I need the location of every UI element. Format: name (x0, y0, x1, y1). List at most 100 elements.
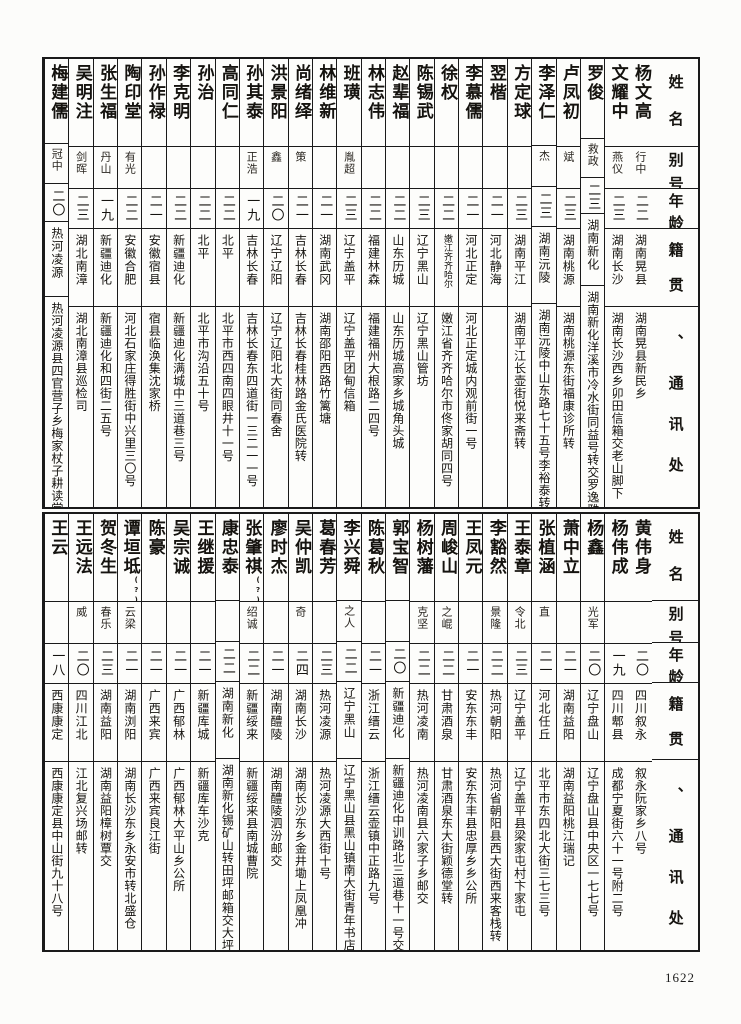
person-column: 杨树藩 克坚 二二 热河凌南 热河凌南县六家子乡邮交 (409, 514, 434, 950)
person-alias (628, 602, 652, 644)
person-name-text: 周峻山 (437, 519, 458, 576)
person-column: 徐权 二二 嫩江齐齐哈尔 嫩江省齐齐哈尔市佟家胡同四号 (433, 59, 459, 507)
person-address-text: 新疆迪化和四街二五号 (98, 312, 113, 437)
person-native-place-text: 新疆绥来 (244, 689, 259, 741)
person-name-text: 翌楷 (485, 64, 506, 102)
person-address-text: 福建福州大根路二四号 (366, 312, 381, 437)
person-address-text: 热河省朝阳县西大街西来客栈转 (488, 767, 503, 942)
person-native-place: 四川江北 (69, 684, 93, 762)
person-age: 二一 (483, 189, 507, 229)
person-address: 福建福州大根路二四号 (362, 307, 385, 507)
person-column: 黄伟身 二〇 四川叙永 叙永阮家乡八号 (628, 514, 652, 950)
person-column: 葛春芳 二三 热河凌源 热河凌源大西街十号 (311, 514, 337, 950)
person-alias: 之崐 (434, 602, 459, 644)
header-cell-alias: 别号 (652, 147, 698, 189)
person-name-text: 王泰章 (510, 519, 531, 576)
person-column: 王凤元 二一 安东东丰 安东东丰县忠厚乡乡公所 (458, 514, 483, 950)
person-name-text: 陶印堂 (120, 64, 141, 121)
person-alias-text: 斌 (561, 151, 575, 163)
person-name: 周峻山 (434, 514, 459, 602)
person-address-text: 浙江缙云壶镇中正路九号 (366, 767, 381, 905)
person-native-place: 湖南武冈 (312, 229, 337, 307)
person-alias (215, 601, 239, 643)
person-address: 新疆迪化和四街二五号 (94, 307, 117, 507)
person-name: 吴宗诚 (166, 514, 191, 602)
person-alias (191, 147, 215, 189)
person-name: 王泰章 (507, 514, 532, 602)
person-age: 二一 (459, 644, 483, 684)
person-native-place: 湖南浏阳 (118, 684, 142, 762)
person-alias-text: 策 (293, 151, 307, 163)
person-column: 吴仲凯奇二四 湖南长沙 湖南长沙东乡金井墈上凤凰冲 (287, 514, 312, 950)
person-alias (507, 147, 532, 189)
person-age-text: 二一 (146, 649, 162, 677)
person-name-text: 王凤元 (461, 519, 482, 576)
person-name: 李豁然 (483, 514, 507, 602)
person-address-text: 甘肃酒泉东大街颖德堂转 (439, 767, 454, 905)
person-name: 高同仁 (215, 59, 239, 147)
person-address: 湖南长沙东乡永安市转北盛仓 (118, 762, 141, 950)
person-alias: 克坚 (410, 602, 434, 644)
person-age: 一八 (45, 644, 69, 684)
person-column: 孙其泰 正浩 一九 吉林长春 吉林长春东四道街一三二一一号 (238, 59, 264, 507)
person-address: 成都宁夏街六十一号附二号 (605, 762, 628, 950)
person-name: 张生福 (93, 59, 118, 147)
person-age-text: 二一 (536, 649, 552, 677)
person-native-place-text: 浙江缙云 (366, 689, 381, 741)
person-name-text: 杨伟成 (607, 519, 628, 576)
person-native-place-text: 安徽合肥 (122, 234, 137, 286)
person-native-place-text: 湖南平江 (512, 234, 527, 286)
person-address-text: 湖南益阳桃江瑞记 (561, 767, 576, 867)
person-native-place-text: 辽宁黑山 (342, 686, 357, 739)
person-age: 一九 (93, 189, 118, 229)
person-native-place-text: 热河朝阳 (488, 689, 503, 741)
header-label-address: 、通讯处 (666, 786, 685, 951)
person-name: 孙治 (191, 59, 215, 147)
person-alias (45, 602, 69, 644)
person-address-text: 北平市沟沿五十号 (195, 312, 210, 412)
person-address-text: 辽宁黑山管坊 (415, 312, 430, 387)
person-age: 二〇 (264, 189, 288, 229)
person-name-text: 徐权 (437, 64, 458, 102)
person-address: 江北复兴场邮转 (69, 762, 92, 950)
person-address-text: 吉林长春东四道街一三二一一号 (244, 312, 259, 487)
person-name-text: 孙作禄 (144, 64, 165, 121)
person-native-place-text: 安东东丰 (463, 689, 478, 741)
person-alias: 春乐 (93, 602, 118, 644)
person-address: 热河凌源县四官营子乡梅家杖子耕读堂 (45, 297, 68, 507)
person-native-place-text: 湖南沅陵 (537, 231, 551, 284)
person-native-place: 湖南平江 (507, 229, 532, 307)
person-age: 二一 (361, 644, 386, 684)
person-alias (215, 147, 239, 189)
header-label-name: 姓名 (666, 529, 685, 602)
person-age-text: 二三 (73, 194, 89, 222)
person-native-place-text: 四川叙永 (633, 689, 648, 741)
person-alias-text: 克坚 (415, 606, 429, 630)
person-name: 尚绪绎 (288, 59, 312, 147)
person-column: 张肇祺(?) 绍诚 二二 新疆绥来 新疆绥来县南城曹院 (238, 514, 264, 950)
person-age: 二一 (142, 644, 166, 684)
person-native-place: 四川郫县 (605, 684, 629, 762)
column-header-labels-bottom: 姓名 别号 年龄 籍贯 、通讯处 (652, 514, 698, 950)
person-name: 方定球 (507, 59, 532, 147)
person-alias (312, 602, 337, 644)
person-age-text: 二二 (439, 194, 455, 222)
person-address: 辽宁辽阳北大街同春舍 (264, 307, 287, 507)
person-native-place: 吉林长春 (288, 229, 312, 307)
person-address: 湖南桃源东街福康诊所转 (557, 307, 580, 507)
person-native-place-text: 甘肃酒泉 (439, 689, 454, 741)
person-age-text: 二〇 (73, 649, 89, 677)
person-age: 二二 (166, 189, 191, 229)
person-native-place-text: 辽宁盖平 (342, 234, 357, 286)
person-address-text: 江北复兴场邮转 (74, 767, 89, 855)
person-name: 李克明 (166, 59, 191, 147)
person-alias: 光军 (580, 602, 605, 644)
person-age: 二二 (215, 189, 239, 229)
person-native-place-text: 河北静海 (488, 234, 503, 286)
person-age: 二三 (605, 189, 629, 229)
person-name: 赵辈福 (386, 59, 410, 147)
person-column: 郭宝智 二〇 新疆迪化 新疆迪化中训路北三道巷十一号交 (385, 514, 410, 950)
person-age-text: 二二 (632, 194, 648, 222)
person-native-place: 安徽合肥 (118, 229, 142, 307)
person-age-text: 二二 (439, 649, 455, 677)
